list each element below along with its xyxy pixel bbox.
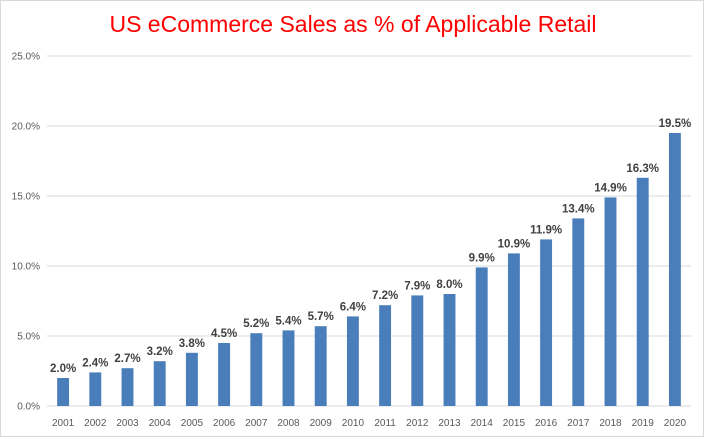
- data-label-2013: 8.0%: [436, 279, 462, 291]
- data-label-2019: 16.3%: [626, 163, 659, 175]
- data-label-2014: 9.9%: [469, 252, 495, 264]
- bar-2015: [507, 253, 520, 406]
- x-tick-label: 2008: [277, 418, 300, 429]
- x-tick-label: 2006: [213, 418, 236, 429]
- bar-2020: [668, 133, 681, 406]
- x-tick-label: 2004: [149, 418, 172, 429]
- bars: [57, 133, 681, 406]
- bar-2013: [443, 294, 456, 406]
- y-tick-label: 20.0%: [12, 122, 40, 133]
- y-tick-label: 10.0%: [12, 262, 40, 273]
- data-label-2004: 3.2%: [147, 346, 173, 358]
- data-label-2001: 2.0%: [50, 363, 76, 375]
- data-label-2015: 10.9%: [498, 238, 531, 250]
- bar-2005: [185, 352, 198, 406]
- x-tick-label: 2018: [599, 418, 622, 429]
- x-tick-label: 2001: [52, 418, 75, 429]
- data-label-2002: 2.4%: [82, 357, 108, 369]
- x-tick-label: 2003: [116, 418, 139, 429]
- bar-2006: [218, 343, 231, 406]
- x-tick-label: 2020: [664, 418, 687, 429]
- bar-2017: [572, 218, 585, 406]
- data-label-2011: 7.2%: [372, 290, 398, 302]
- data-labels: 2.0% 2.4% 2.7% 3.2% 3.8% 4.5% 5.2% 5.4% 5.7% 6.4%…: [50, 118, 691, 375]
- data-label-2007: 5.2%: [243, 318, 269, 330]
- bar-2003: [121, 368, 134, 406]
- bar-2002: [89, 372, 102, 406]
- y-tick-label: 5.0%: [17, 332, 40, 343]
- x-tick-label: 2016: [535, 418, 558, 429]
- x-tick-label: 2012: [406, 418, 429, 429]
- data-label-2010: 6.4%: [340, 301, 366, 313]
- x-tick-label: 2013: [438, 418, 461, 429]
- bar-2016: [540, 239, 553, 406]
- bar-2007: [250, 333, 263, 406]
- x-tick-label: 2015: [503, 418, 526, 429]
- y-tick-label: 0.0%: [17, 402, 40, 413]
- axes: 0.0% 5.0% 10.0% 15.0% 20.0% 25.0% 2001 2002 2003…: [12, 52, 687, 430]
- data-label-2017: 13.4%: [562, 203, 595, 215]
- bar-2014: [475, 267, 488, 406]
- bar-2009: [314, 326, 327, 406]
- bar-2018: [604, 197, 617, 406]
- y-tick-label: 15.0%: [12, 192, 40, 203]
- gridlines: [47, 55, 691, 407]
- bar-2001: [57, 378, 70, 406]
- bar-2010: [346, 316, 359, 406]
- bar-2004: [153, 361, 166, 406]
- x-tick-label: 2014: [471, 418, 494, 429]
- data-label-2018: 14.9%: [594, 182, 627, 194]
- data-label-2006: 4.5%: [211, 328, 237, 340]
- y-tick-label: 25.0%: [12, 52, 40, 63]
- x-tick-label: 2007: [245, 418, 268, 429]
- data-label-2005: 3.8%: [179, 338, 205, 350]
- x-tick-label: 2002: [84, 418, 107, 429]
- data-label-2008: 5.4%: [275, 315, 301, 327]
- data-label-2003: 2.7%: [114, 353, 140, 365]
- bar-2011: [379, 305, 392, 406]
- bar-2012: [411, 295, 424, 406]
- x-tick-label: 2019: [632, 418, 655, 429]
- data-label-2012: 7.9%: [404, 280, 430, 292]
- bar-2008: [282, 330, 295, 406]
- x-tick-label: 2009: [310, 418, 333, 429]
- data-label-2016: 11.9%: [530, 224, 562, 236]
- chart-title: US eCommerce Sales as % of Applicable Re…: [109, 11, 597, 37]
- data-label-2009: 5.7%: [308, 311, 334, 323]
- x-tick-label: 2011: [374, 418, 396, 429]
- bar-2019: [636, 177, 649, 406]
- data-label-2020: 19.5%: [659, 118, 692, 130]
- x-tick-label: 2017: [567, 418, 590, 429]
- x-tick-label: 2010: [342, 418, 365, 429]
- x-tick-label: 2005: [181, 418, 204, 429]
